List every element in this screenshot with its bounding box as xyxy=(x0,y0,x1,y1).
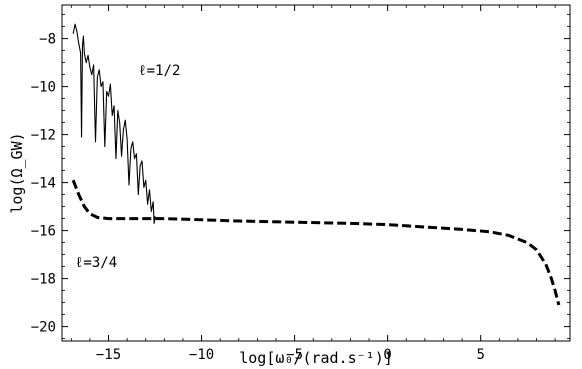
annotation-layer: ℓ=1/2 ℓ=3/4 xyxy=(75,63,180,271)
series-line-dashed xyxy=(71,179,561,306)
x-tick-label: 0 xyxy=(383,347,391,363)
y-tick-label: −14 xyxy=(31,176,56,192)
labels-layer: log[ω₀/(rad.s⁻¹)] log(Ω_GW) xyxy=(8,132,393,367)
y-tick-label: −12 xyxy=(31,128,56,144)
y-tick-label: −20 xyxy=(31,320,56,336)
curve-annotation-label: ℓ=3/4 xyxy=(75,255,117,271)
x-tick-label: −10 xyxy=(189,347,214,363)
y-tick-label: −16 xyxy=(31,224,56,240)
y-axis-label: log(Ω_GW) xyxy=(8,132,26,213)
x-axis-label: log[ω₀/(rad.s⁻¹)] xyxy=(239,349,393,367)
y-tick-label: −8 xyxy=(39,32,56,48)
series-layer xyxy=(71,23,561,306)
x-tick-label: −15 xyxy=(96,347,121,363)
curve-annotation-label: ℓ=1/2 xyxy=(138,63,180,79)
y-tick-label: −18 xyxy=(31,272,56,288)
plot-area-frame xyxy=(61,4,571,342)
series-line-solid xyxy=(72,23,156,224)
x-tick-label: −5 xyxy=(286,347,303,363)
y-tick-label: −10 xyxy=(31,80,56,96)
ticks-layer: −15 −10 −5 0 5 −20 −18 −16 −14 −12 −10 −8 xyxy=(31,5,570,363)
x-tick-label: 5 xyxy=(476,347,484,363)
